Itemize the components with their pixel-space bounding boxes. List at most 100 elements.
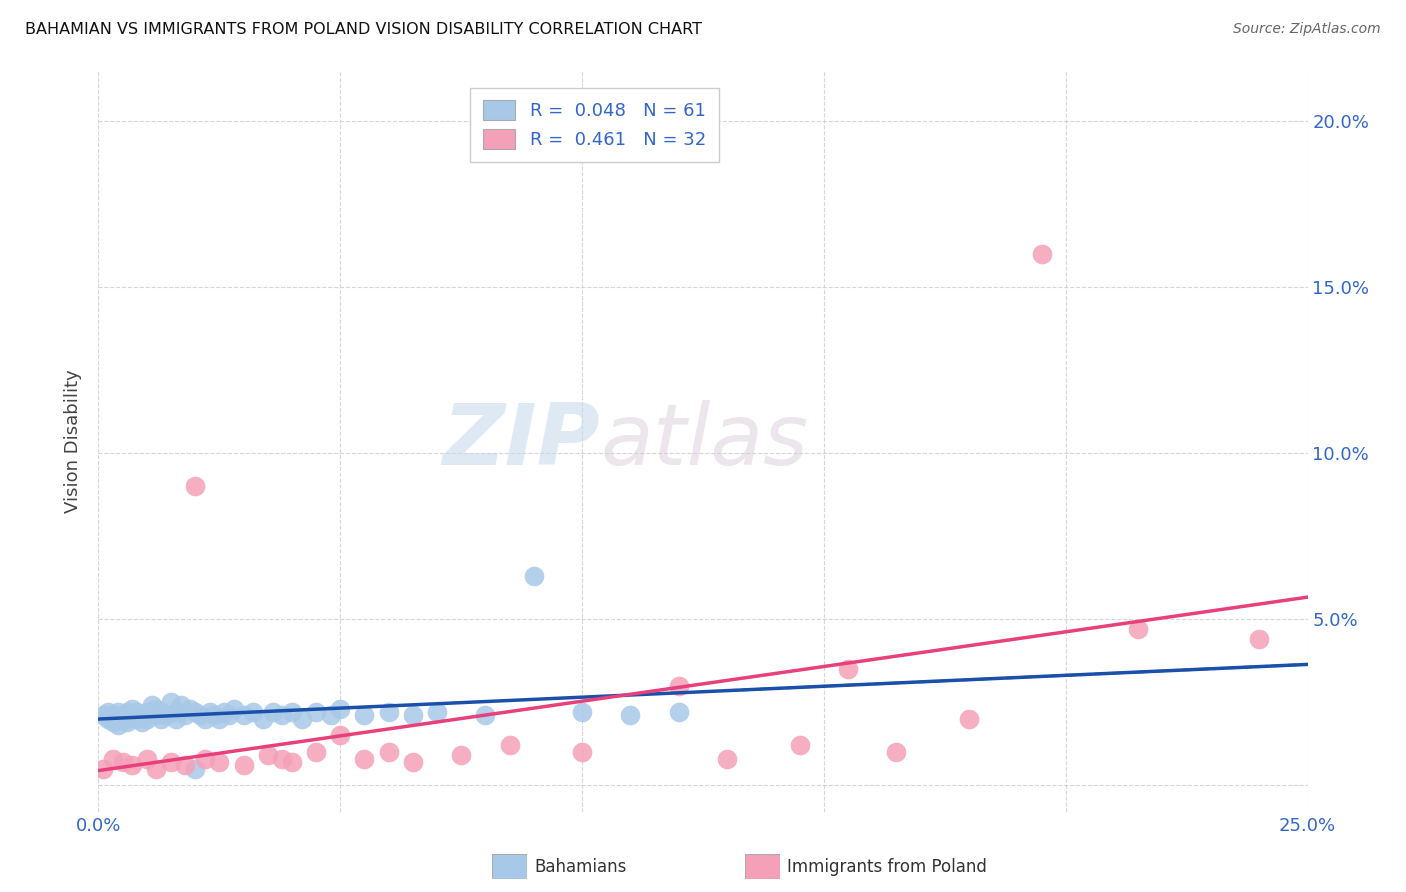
Text: Source: ZipAtlas.com: Source: ZipAtlas.com [1233, 22, 1381, 37]
Point [165, 705, 187, 719]
Point [91, 762, 114, 776]
Point [212, 705, 235, 719]
Point [886, 745, 908, 759]
Point [97, 705, 120, 719]
Point [111, 712, 134, 726]
Point [290, 712, 312, 726]
Point [169, 698, 191, 713]
Point [242, 705, 264, 719]
Point [319, 708, 342, 723]
Point [184, 762, 207, 776]
Point [789, 739, 811, 753]
Point [402, 755, 425, 769]
Point [121, 758, 143, 772]
Point [353, 708, 375, 723]
Point [194, 751, 217, 765]
Point [256, 748, 278, 763]
Point [188, 708, 211, 723]
Point [271, 708, 294, 723]
Point [131, 708, 153, 723]
Point [262, 705, 284, 719]
Point [377, 745, 399, 759]
Point [150, 705, 173, 719]
Point [222, 702, 245, 716]
Point [1249, 632, 1271, 646]
Point [145, 762, 167, 776]
Point [135, 751, 157, 765]
Point [101, 751, 124, 765]
Point [668, 679, 690, 693]
Point [198, 705, 221, 719]
Point [571, 745, 593, 759]
Y-axis label: Vision Disability: Vision Disability [65, 369, 83, 514]
Point [155, 708, 177, 723]
Point [957, 712, 980, 726]
Point [523, 569, 546, 583]
Point [498, 739, 520, 753]
Point [111, 708, 134, 723]
Point [571, 705, 593, 719]
Point [150, 712, 173, 726]
Text: atlas: atlas [600, 400, 808, 483]
Point [135, 705, 157, 719]
Point [145, 702, 167, 716]
Point [402, 708, 425, 723]
Point [305, 705, 328, 719]
Point [117, 712, 139, 726]
Point [329, 728, 352, 742]
Legend: R =  0.048   N = 61, R =  0.461   N = 32: R = 0.048 N = 61, R = 0.461 N = 32 [470, 87, 718, 161]
Point [281, 705, 304, 719]
Point [184, 479, 207, 493]
Point [619, 708, 641, 723]
Point [117, 705, 139, 719]
Point [208, 712, 231, 726]
Point [174, 758, 197, 772]
Text: BAHAMIAN VS IMMIGRANTS FROM POLAND VISION DISABILITY CORRELATION CHART: BAHAMIAN VS IMMIGRANTS FROM POLAND VISIO… [25, 22, 703, 37]
Point [377, 705, 399, 719]
Point [194, 712, 217, 726]
Point [474, 708, 496, 723]
Point [218, 708, 240, 723]
Point [1031, 247, 1053, 261]
Point [165, 712, 187, 726]
Point [174, 708, 197, 723]
Point [101, 708, 124, 723]
Point [135, 712, 157, 726]
Point [121, 708, 143, 723]
Point [305, 745, 328, 759]
Point [450, 748, 472, 763]
Point [131, 715, 153, 730]
Point [145, 708, 167, 723]
Point [837, 662, 859, 676]
Point [160, 695, 183, 709]
Point [668, 705, 690, 719]
Point [232, 758, 254, 772]
Point [107, 718, 129, 732]
Point [232, 708, 254, 723]
Point [127, 705, 149, 719]
Point [271, 751, 294, 765]
Point [208, 755, 231, 769]
Point [1128, 622, 1150, 636]
Point [121, 702, 143, 716]
Point [91, 708, 114, 723]
Point [97, 712, 120, 726]
Point [329, 702, 352, 716]
Point [117, 715, 139, 730]
Point [101, 715, 124, 730]
Point [111, 755, 134, 769]
Point [252, 712, 274, 726]
Point [353, 751, 375, 765]
Point [160, 755, 183, 769]
Text: ZIP: ZIP [443, 400, 600, 483]
Text: Immigrants from Poland: Immigrants from Poland [787, 858, 987, 876]
Point [281, 755, 304, 769]
Text: Bahamians: Bahamians [534, 858, 627, 876]
Point [127, 712, 149, 726]
Point [179, 702, 201, 716]
Point [716, 751, 738, 765]
Point [426, 705, 449, 719]
Point [204, 708, 226, 723]
Point [107, 705, 129, 719]
Point [141, 698, 163, 713]
